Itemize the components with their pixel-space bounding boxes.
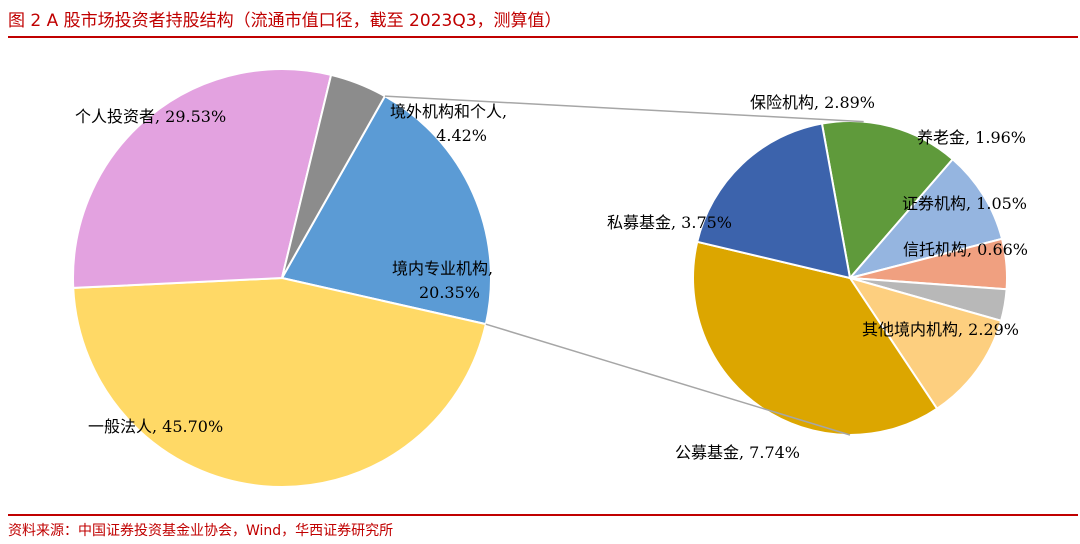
- main-slice-1: [280, 94, 493, 326]
- breakdown-slice-label-7: 私募基金, 3.75%: [607, 213, 732, 232]
- main-slice-value-label-4: 4.42%: [436, 126, 487, 145]
- breakdown-slice-label-4: 信托机构, 0.66%: [903, 240, 1028, 259]
- breakdown-slice-1: [820, 120, 955, 281]
- main-slice-label-1: 境内专业机构,: [392, 259, 493, 278]
- breakdown-slice-label-5: 其他境内机构, 2.29%: [862, 320, 1019, 339]
- main-pie: [72, 68, 493, 488]
- breakdown-slice-label-1: 保险机构, 2.89%: [750, 93, 875, 112]
- main-slice-label-4: 境外机构和个人,: [390, 102, 507, 121]
- main-slice-value-label-1: 20.35%: [419, 283, 480, 302]
- source-divider: [8, 514, 1078, 516]
- main-slice-label-2: 一般法人, 45.70%: [88, 417, 223, 436]
- chart-title: 图 2 A 股市场投资者持股结构（流通市值口径，截至 2023Q3，测算值）: [8, 11, 562, 31]
- breakdown-slice-7: [696, 122, 852, 280]
- breakdown-slice-label-2: 养老金, 1.96%: [917, 128, 1026, 147]
- breakdown-pie: [692, 120, 1008, 436]
- title-divider: [8, 36, 1078, 38]
- connector-line-top: [384, 95, 864, 123]
- main-slice-label-3: 个人投资者, 29.53%: [75, 107, 226, 126]
- breakdown-slice-6: [692, 240, 939, 436]
- breakdown-slice-5: [847, 276, 1003, 411]
- main-slice-4: [281, 73, 387, 279]
- connector-line-bottom: [485, 323, 851, 436]
- breakdown-slice-label-3: 证券机构, 1.05%: [902, 194, 1027, 213]
- main-slice-2: [72, 276, 488, 488]
- source-note: 资料来源：中国证券投资基金业协会，Wind，华西证券研究所: [8, 523, 394, 539]
- slice-labels: 境内专业机构, 20.35% 一般法人, 45.70% 个人投资者, 29.53% 境外…: [75, 93, 1028, 462]
- breakdown-slice-label-6: 公募基金, 7.74%: [675, 443, 800, 462]
- main-slice-3: [72, 68, 333, 289]
